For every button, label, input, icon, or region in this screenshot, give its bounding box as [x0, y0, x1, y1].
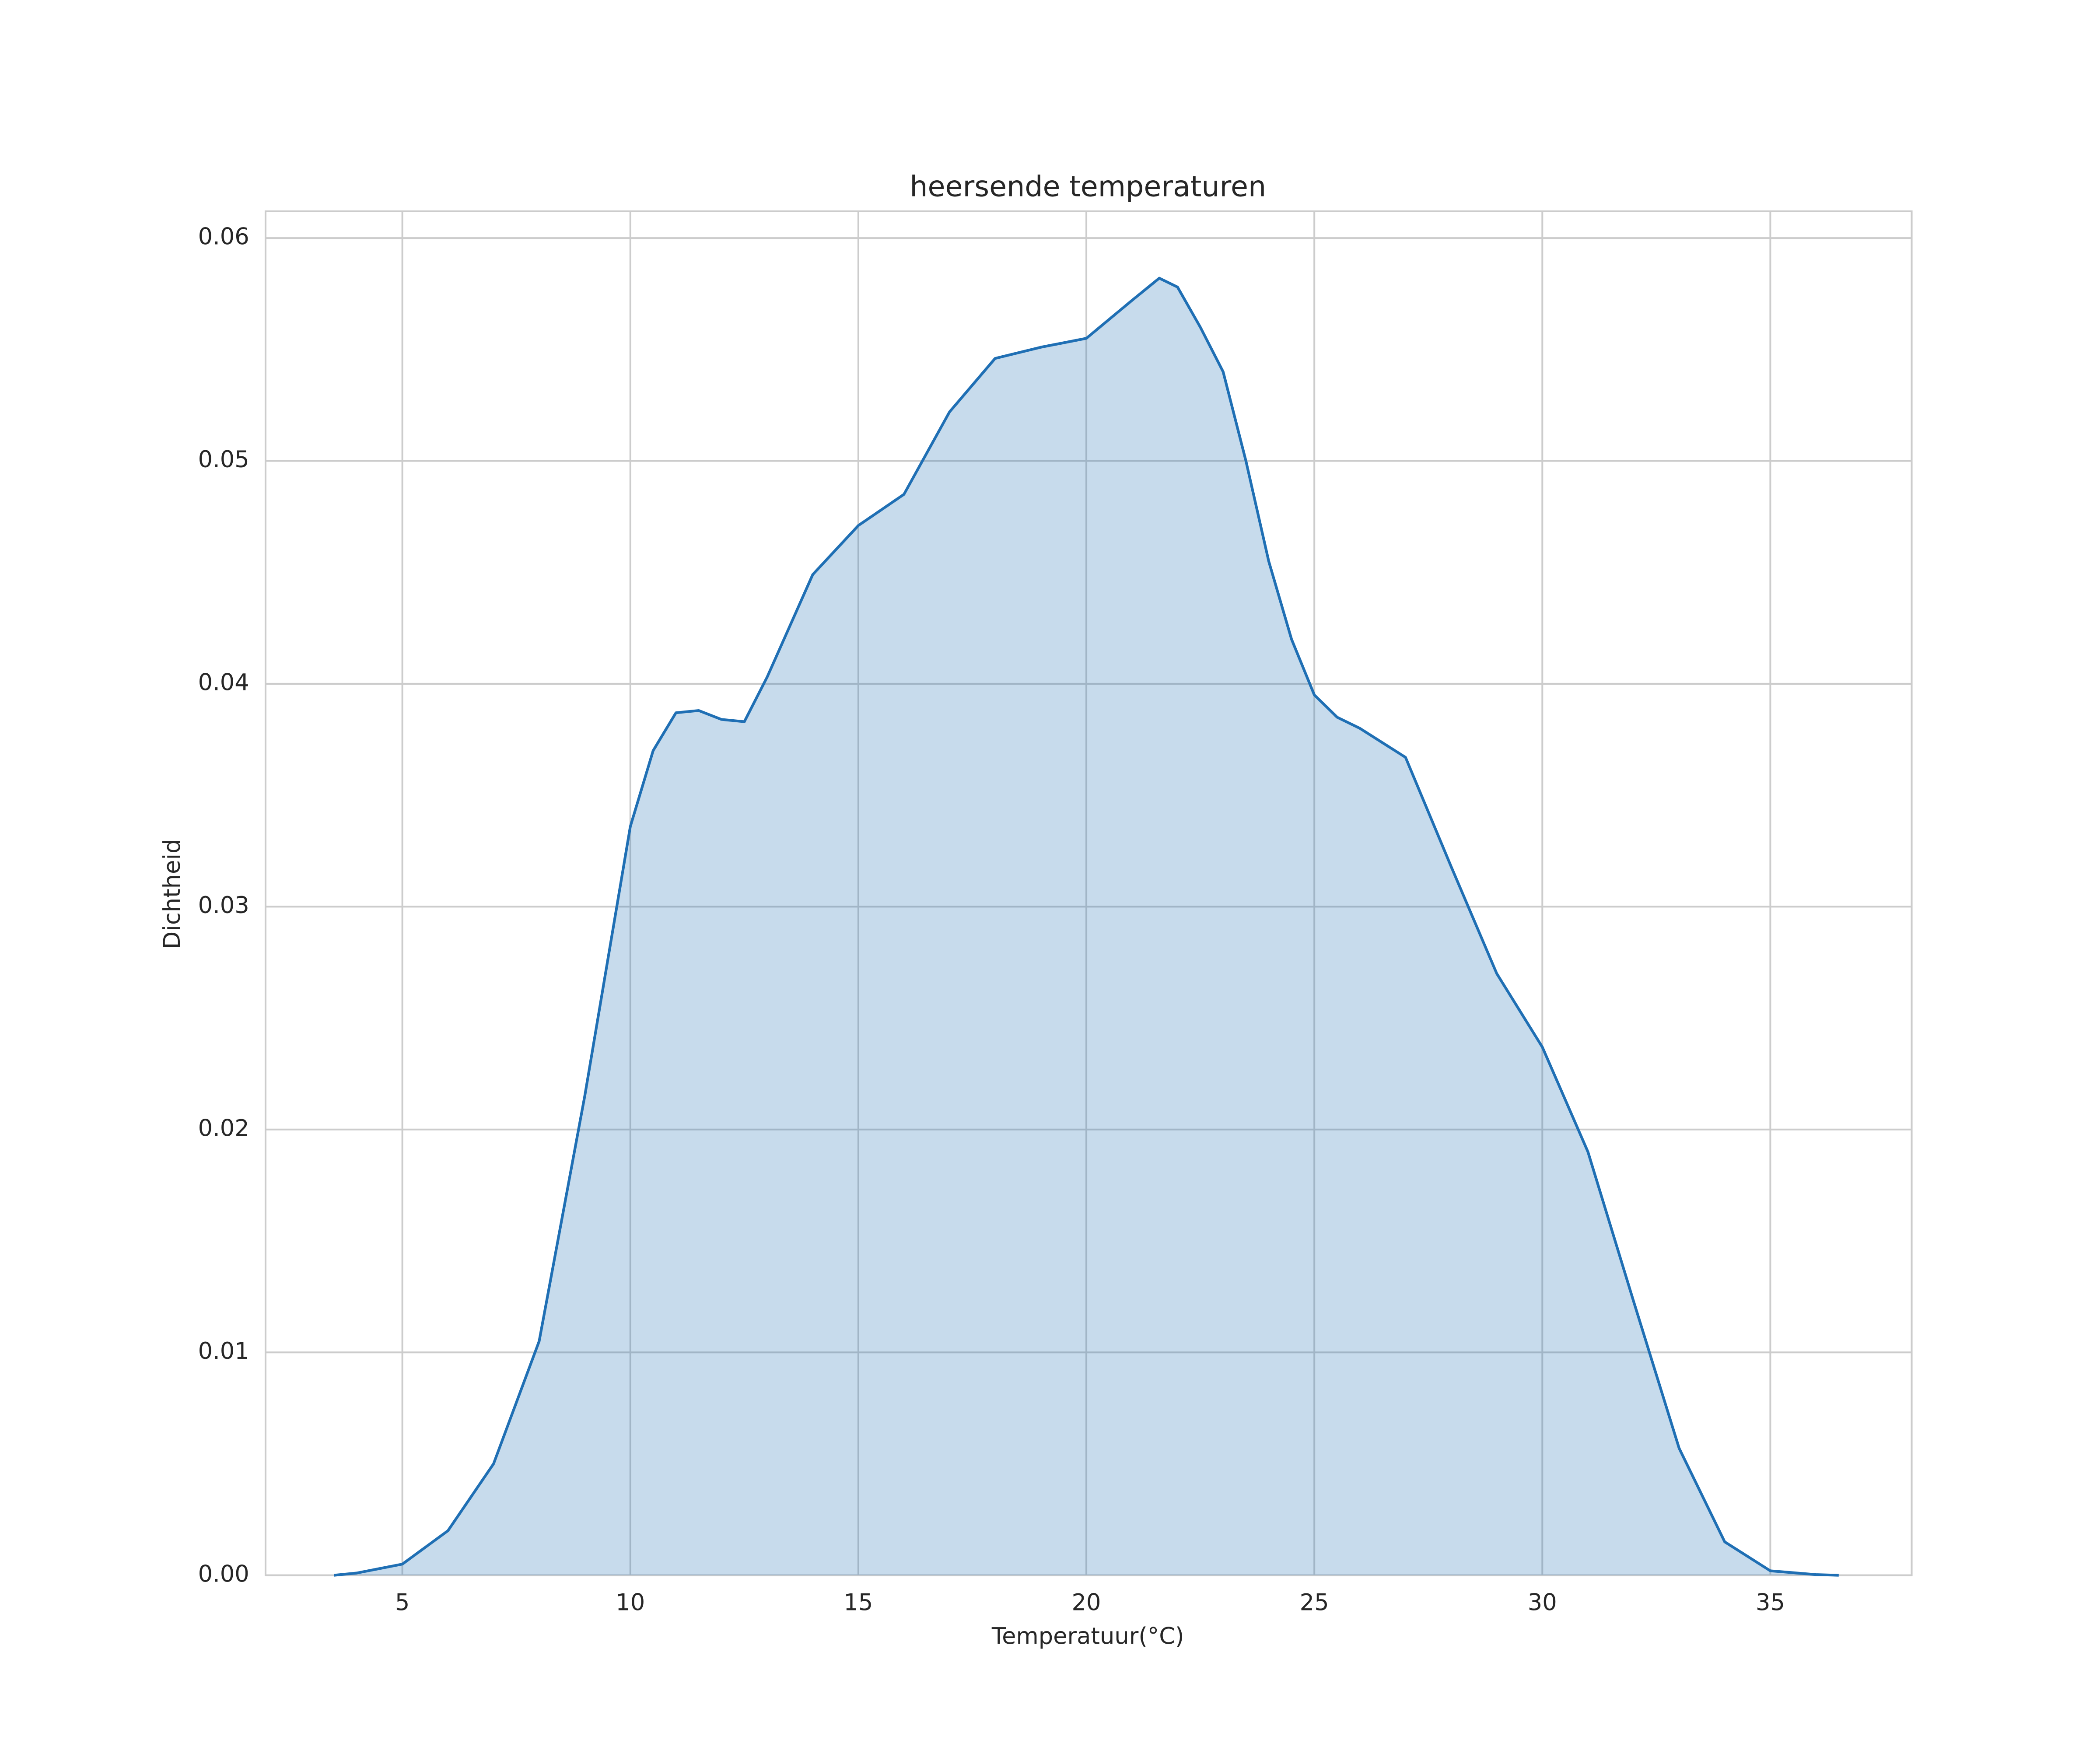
y-tick-label: 0.06: [198, 224, 249, 250]
y-axis-label: Dichtheid: [159, 839, 186, 949]
x-tick-label: 25: [1300, 1589, 1329, 1616]
x-tick-label: 20: [1072, 1589, 1101, 1616]
y-tick-label: 0.03: [198, 892, 249, 919]
y-tick-label: 0.05: [198, 446, 249, 473]
chart-title: heersende temperaturen: [910, 170, 1266, 203]
y-tick-label: 0.02: [198, 1115, 249, 1141]
x-axis-label: Temperatuur(°C): [991, 1623, 1184, 1650]
plot-frame: [264, 210, 1913, 1576]
x-tick-label: 35: [1756, 1589, 1785, 1616]
y-tick-label: 0.00: [198, 1561, 249, 1587]
x-tick-label: 30: [1528, 1589, 1557, 1616]
y-tick-label: 0.01: [198, 1338, 249, 1365]
density-area: [334, 278, 1839, 1575]
x-tick-label: 5: [395, 1589, 410, 1616]
x-tick-label: 15: [844, 1589, 873, 1616]
density-line: [333, 276, 1839, 1577]
x-tick-label: 10: [616, 1589, 645, 1616]
y-tick-label: 0.04: [198, 669, 249, 696]
